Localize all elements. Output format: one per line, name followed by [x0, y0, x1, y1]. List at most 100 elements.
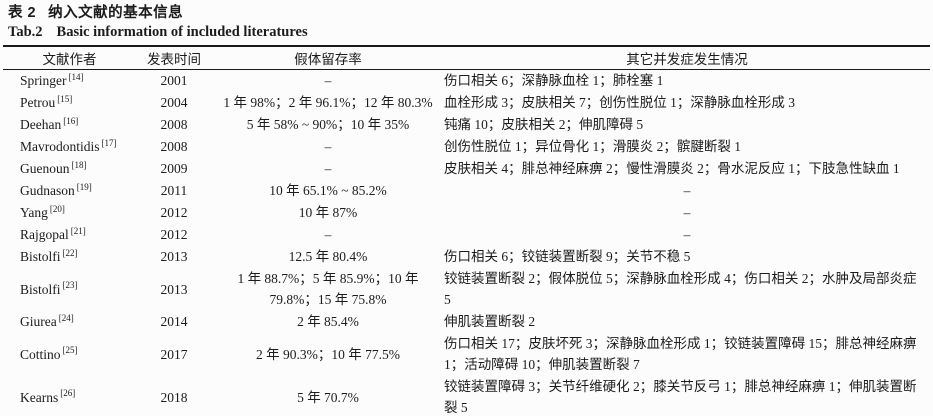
prosthesis-survival-cell: 12.5 年 80.4% — [288, 249, 368, 264]
table-title-english-text: Basic information of included literature… — [56, 24, 308, 40]
table-number-english: Tab.2 — [8, 24, 43, 40]
complications-cell: – — [683, 183, 691, 198]
publication-year-cell: 2004 — [160, 95, 188, 110]
author-cell: Cottino [25] — [3, 333, 136, 376]
table-row: Gudnason [19] 2011 10 年 65.1% ~ 85.2% – — [3, 180, 930, 202]
author-name: Guenoun — [20, 161, 70, 176]
prosthesis-survival-cell: 10 年 65.1% ~ 85.2% — [269, 183, 387, 198]
reference-number: [22] — [62, 247, 78, 258]
prosthesis-survival-cell: 10 年 87% — [298, 205, 358, 220]
complications-cell: 伤口相关 6；铰链装置断裂 9；关节不稳 5 — [444, 249, 691, 264]
table-row: Springer [14] 2001 – 伤口相关 6；深静脉血栓 1；肺栓塞 1 — [3, 69, 930, 92]
author-name: Bistolfi — [20, 249, 61, 264]
prosthesis-survival-cell: 5 年 70.7% — [297, 389, 359, 405]
complications-cell: 铰链装置断裂 2；假体脱位 5；深静脉血栓形成 4；伤口相关 2；水肿及局部炎症… — [444, 271, 917, 307]
literature-table: 文献作者 发表时间 假体留存率 其它并发症发生情况 Springer [14] 20… — [3, 45, 930, 416]
author-cell: Mavrodontidis [17] — [3, 136, 136, 158]
publication-year-cell: 2008 — [160, 139, 188, 154]
table-number-chinese: 表 2 — [8, 5, 37, 21]
reference-number: [23] — [62, 280, 78, 290]
table-title-english: Tab.2 Basic information of included liter… — [3, 23, 930, 42]
table-row: Cottino [25] 2017 2 年 90.3%；10 年 77.5% 伤口相关 … — [3, 333, 930, 376]
author-name: Gudnason — [20, 183, 75, 198]
prosthesis-survival-cell: – — [324, 161, 332, 176]
reference-number: [14] — [68, 71, 84, 82]
publication-year-cell: 2001 — [160, 73, 188, 88]
author-cell: Gudnason [19] — [3, 180, 136, 202]
header-row: 文献作者 发表时间 假体留存率 其它并发症发生情况 — [3, 46, 930, 69]
publication-year-cell: 2009 — [160, 161, 188, 176]
prosthesis-survival-cell: 2 年 85.4% — [297, 314, 359, 329]
table-row: Bistolfi [23] 2013 1 年 88.7%；5 年 85.9%；10 年… — [3, 268, 930, 311]
table-body: Springer [14] 2001 – 伤口相关 6；深静脉血栓 1；肺栓塞 1 Pet… — [3, 69, 930, 416]
table-title-chinese-text: 纳入文献的基本信息 — [48, 5, 184, 21]
reference-number: [18] — [71, 159, 87, 170]
reference-number: [25] — [62, 345, 78, 355]
prosthesis-survival-cell: 1 年 98%；2 年 96.1%；12 年 80.3% — [223, 95, 433, 110]
author-name: Yang — [20, 205, 48, 220]
table-row: Giurea [24] 2014 2 年 85.4% 伸肌装置断裂 2 — [3, 311, 930, 333]
header-complications: 其它并发症发生情况 — [626, 51, 748, 67]
reference-number: [15] — [57, 93, 73, 104]
complications-cell: 铰链装置障碍 3；关节纤维硬化 2；膝关节反弓 1；腓总神经麻痹 1；伸肌装置断… — [444, 379, 917, 415]
author-cell: Bistolfi [23] — [3, 268, 136, 311]
complications-cell: 伸肌装置断裂 2 — [444, 314, 536, 329]
table-row: Petrou [15] 2004 1 年 98%；2 年 96.1%；12 年 80.… — [3, 92, 930, 114]
author-cell: Yang [20] — [3, 202, 136, 224]
publication-year-cell: 2018 — [160, 389, 188, 405]
author-name: Bistolfi — [20, 281, 61, 297]
reference-number: [24] — [58, 312, 74, 323]
author-cell: Petrou [15] — [3, 92, 136, 114]
author-name: Petrou — [20, 95, 56, 110]
complications-cell: 伤口相关 6；深静脉血栓 1；肺栓塞 1 — [444, 73, 664, 88]
author-cell: Guenoun [18] — [3, 158, 136, 180]
table-header: 文献作者 发表时间 假体留存率 其它并发症发生情况 — [3, 46, 930, 69]
complications-cell: 血栓形成 3；皮肤相关 7；创伤性脱位 1；深静脉血栓形成 3 — [444, 95, 795, 110]
complications-cell: 伤口相关 17；皮肤坏死 3；深静脉血栓形成 1；铰链装置障碍 15；腓总神经麻… — [444, 336, 917, 372]
prosthesis-survival-cell: 2 年 90.3%；10 年 77.5% — [256, 346, 400, 362]
prosthesis-survival-cell: – — [324, 73, 332, 88]
reference-number: [19] — [76, 181, 92, 192]
publication-year-cell: 2017 — [160, 346, 188, 362]
author-cell: Kearns [26] — [3, 376, 136, 416]
reference-number: [17] — [101, 137, 117, 148]
table-row: Bistolfi [22] 2013 12.5 年 80.4% 伤口相关 6；铰链装置断… — [3, 246, 930, 268]
publication-year-cell: 2011 — [160, 183, 188, 198]
author-name: Rajgopal — [20, 227, 69, 242]
reference-number: [21] — [70, 225, 86, 236]
author-cell: Springer [14] — [3, 69, 136, 92]
header-year: 发表时间 — [147, 51, 201, 67]
author-name: Mavrodontidis — [20, 139, 100, 154]
author-name: Cottino — [20, 346, 61, 362]
author-name: Kearns — [20, 389, 59, 405]
author-cell: Bistolfi [22] — [3, 246, 136, 268]
publication-year-cell: 2008 — [160, 117, 188, 132]
complications-cell: – — [683, 227, 691, 242]
publication-year-cell: 2012 — [160, 227, 188, 242]
complications-cell: 皮肤相关 4；腓总神经麻痹 2；慢性滑膜炎 2；骨水泥反应 1；下肢急性缺血 1 — [444, 161, 900, 176]
reference-number: [20] — [49, 203, 65, 214]
header-survival: 假体留存率 — [294, 51, 362, 67]
reference-number: [16] — [63, 115, 79, 126]
table-title-chinese: 表 2 纳入文献的基本信息 — [3, 4, 930, 23]
table-row: Rajgopal [21] 2012 – – — [3, 224, 930, 246]
prosthesis-survival-cell: 1 年 88.7%；5 年 85.9%；10 年 79.8%；15 年 75.8… — [237, 271, 419, 307]
publication-year-cell: 2012 — [160, 205, 188, 220]
author-name: Deehan — [20, 117, 62, 132]
prosthesis-survival-cell: – — [324, 227, 332, 242]
author-cell: Deehan [16] — [3, 114, 136, 136]
complications-cell: 创伤性脱位 1；异位骨化 1；滑膜炎 2；髌腱断裂 1 — [444, 139, 741, 154]
prosthesis-survival-cell: 5 年 58% ~ 90%；10 年 35% — [246, 117, 410, 132]
author-name: Giurea — [20, 314, 57, 329]
table-row: Mavrodontidis [17] 2008 – 创伤性脱位 1；异位骨化 1；滑膜炎… — [3, 136, 930, 158]
table-row: Deehan [16] 2008 5 年 58% ~ 90%；10 年 35% 钝痛 1… — [3, 114, 930, 136]
reference-number: [26] — [60, 388, 76, 398]
prosthesis-survival-cell: – — [324, 139, 332, 154]
table-row: Kearns [26] 2018 5 年 70.7% 铰链装置障碍 3；关节纤维硬化 2… — [3, 376, 930, 416]
author-cell: Giurea [24] — [3, 311, 136, 333]
author-name: Springer — [20, 73, 67, 88]
publication-year-cell: 2014 — [160, 314, 188, 329]
table-row: Yang [20] 2012 10 年 87% – — [3, 202, 930, 224]
publication-year-cell: 2013 — [160, 281, 188, 297]
